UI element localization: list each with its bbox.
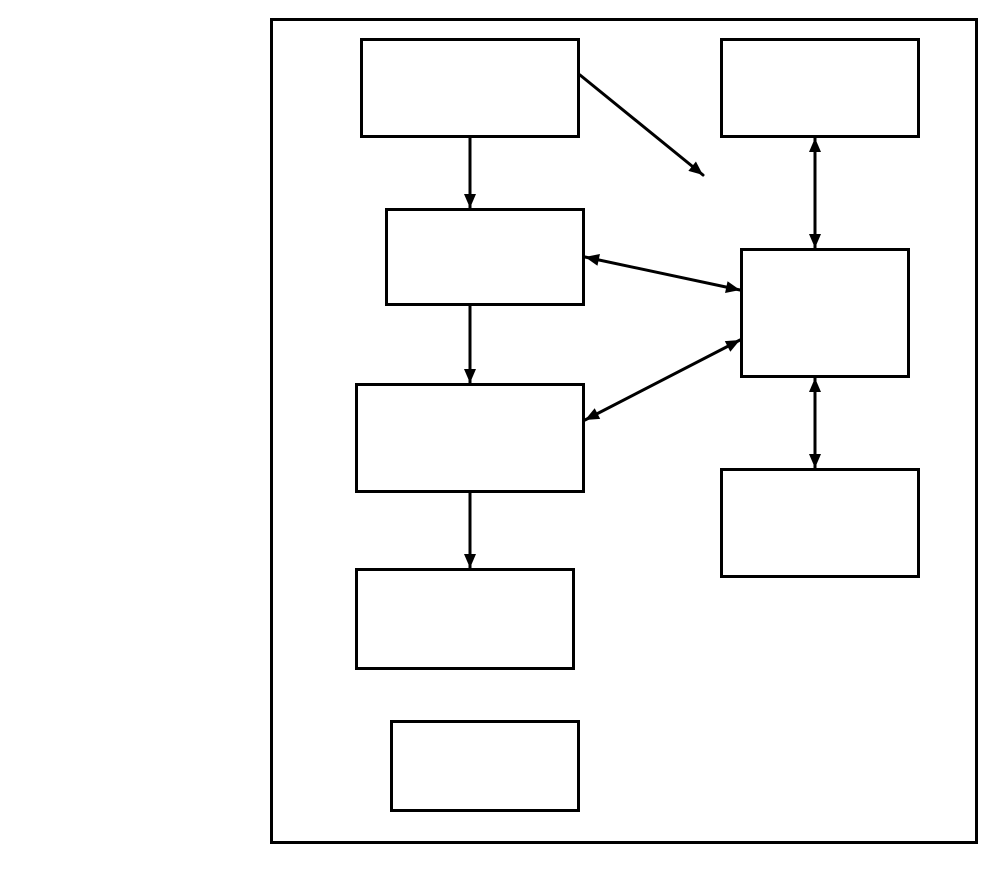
block-telemetry bbox=[720, 38, 920, 138]
block-cpu bbox=[740, 248, 910, 378]
block-memory bbox=[720, 468, 920, 578]
block-power bbox=[390, 720, 580, 812]
block-signal_gen_mid bbox=[385, 208, 585, 306]
diagram-canvas bbox=[0, 0, 1000, 871]
block-signal_gen_upper bbox=[360, 38, 580, 138]
block-tap_delay bbox=[355, 568, 575, 670]
block-signal_proc bbox=[355, 383, 585, 493]
